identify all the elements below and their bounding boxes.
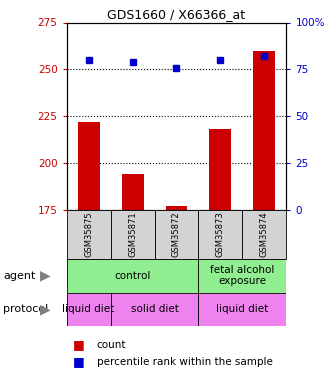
Bar	[198, 259, 286, 292]
Title: GDS1660 / X66366_at: GDS1660 / X66366_at	[108, 8, 245, 21]
Text: agent: agent	[3, 271, 36, 280]
Text: ■: ■	[73, 339, 85, 351]
Bar	[242, 210, 286, 259]
Bar	[122, 174, 144, 210]
Text: GSM35874: GSM35874	[260, 211, 269, 257]
Bar	[155, 210, 198, 259]
Bar	[111, 292, 198, 326]
Text: count: count	[97, 340, 126, 350]
Text: percentile rank within the sample: percentile rank within the sample	[97, 357, 272, 367]
Text: GSM35873: GSM35873	[216, 211, 225, 257]
Text: protocol: protocol	[3, 304, 49, 314]
Bar	[209, 129, 231, 210]
Bar	[198, 210, 242, 259]
Bar	[166, 206, 187, 210]
Text: solid diet: solid diet	[131, 304, 178, 314]
Bar	[67, 292, 111, 326]
Text: control: control	[114, 271, 151, 280]
Text: liquid diet: liquid diet	[63, 304, 115, 314]
Text: GSM35872: GSM35872	[172, 211, 181, 257]
Text: GSM35875: GSM35875	[84, 211, 93, 257]
Bar	[111, 210, 155, 259]
Text: ▶: ▶	[40, 302, 50, 316]
Bar	[67, 259, 198, 292]
Text: GSM35871: GSM35871	[128, 211, 137, 257]
Text: fetal alcohol
exposure: fetal alcohol exposure	[210, 265, 275, 286]
Text: ■: ■	[73, 356, 85, 368]
Text: liquid diet: liquid diet	[216, 304, 268, 314]
Text: ▶: ▶	[40, 268, 50, 283]
Bar	[78, 122, 100, 210]
Bar	[253, 51, 275, 210]
Bar	[67, 210, 111, 259]
Bar	[198, 292, 286, 326]
